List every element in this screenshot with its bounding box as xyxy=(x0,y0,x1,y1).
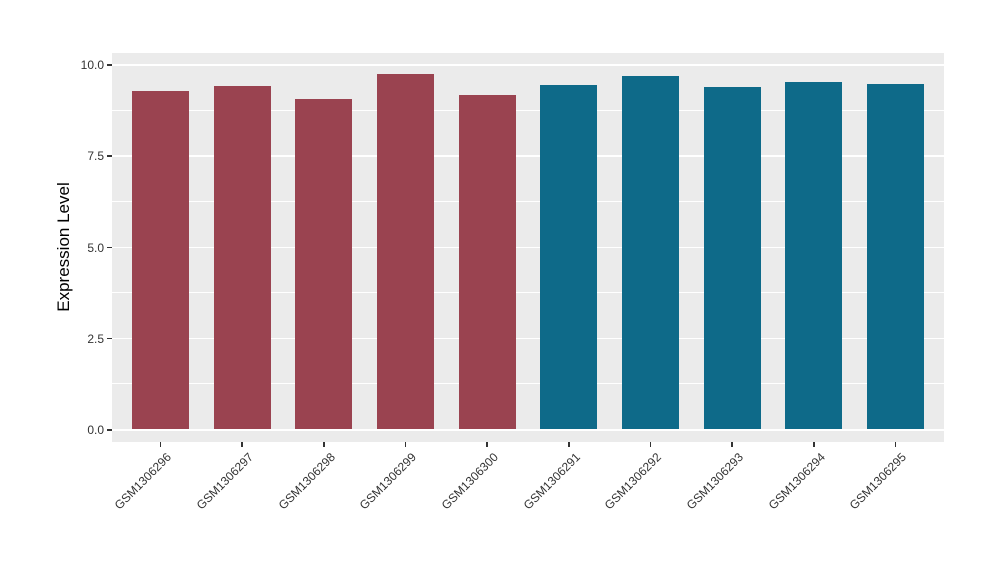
bar-GSM1306293 xyxy=(703,87,761,429)
x-tick-mark xyxy=(159,442,162,447)
x-tick-label-GSM1306295: GSM1306295 xyxy=(847,450,910,513)
x-tick-mark xyxy=(894,442,897,447)
x-tick-label-GSM1306291: GSM1306291 xyxy=(520,450,583,513)
bar-GSM1306295 xyxy=(866,83,924,429)
gridline-minor xyxy=(112,109,944,111)
plot-panel xyxy=(112,53,944,442)
bars-container xyxy=(112,73,944,429)
x-tick-label-GSM1306294: GSM1306294 xyxy=(765,450,828,513)
y-tick-label: 10.0 xyxy=(80,58,104,72)
bar-GSM1306296 xyxy=(132,90,189,429)
y-tick-label: 0.0 xyxy=(87,423,104,437)
bar-GSM1306298 xyxy=(295,99,353,429)
gridline-minor xyxy=(112,200,944,202)
x-tick-mark xyxy=(404,442,407,447)
bar-GSM1306291 xyxy=(540,84,598,429)
y-tick-mark xyxy=(107,337,112,340)
x-tick-label-GSM1306298: GSM1306298 xyxy=(275,450,338,513)
y-tick-label: 2.5 xyxy=(87,331,104,346)
gridline-major xyxy=(112,246,944,248)
x-tick-label-GSM1306296: GSM1306296 xyxy=(112,450,175,513)
gridline-major xyxy=(112,64,944,66)
y-tick-mark xyxy=(107,246,112,248)
gridline-major xyxy=(112,429,944,431)
x-tick-label-GSM1306300: GSM1306300 xyxy=(438,450,502,513)
y-tick-mark xyxy=(107,429,112,431)
gridline-minor xyxy=(112,383,944,385)
y-tick-label: 5.0 xyxy=(87,240,104,255)
x-tick-mark xyxy=(568,442,570,447)
x-tick-label-GSM1306297: GSM1306297 xyxy=(193,450,257,513)
bar-GSM1306299 xyxy=(376,73,434,429)
x-tick-label-GSM1306292: GSM1306292 xyxy=(602,450,665,513)
gridline-minor xyxy=(112,292,944,293)
x-tick-mark xyxy=(813,442,815,447)
bar-GSM1306294 xyxy=(785,81,843,429)
gridline-major xyxy=(112,337,944,340)
x-tick-label-GSM1306299: GSM1306299 xyxy=(357,450,420,513)
x-tick-mark xyxy=(486,442,488,447)
x-tick-label-GSM1306293: GSM1306293 xyxy=(683,450,747,513)
gridline-major xyxy=(112,155,944,157)
x-tick-mark xyxy=(731,442,733,447)
x-tick-mark xyxy=(323,442,325,447)
x-tick-mark xyxy=(649,442,652,447)
bar-GSM1306292 xyxy=(621,76,679,429)
bar-GSM1306300 xyxy=(458,94,516,429)
x-tick-mark xyxy=(241,442,243,447)
y-tick-mark xyxy=(107,64,112,66)
y-tick-label: 7.5 xyxy=(87,149,104,164)
y-tick-mark xyxy=(107,155,112,157)
bar-GSM1306297 xyxy=(213,85,271,429)
